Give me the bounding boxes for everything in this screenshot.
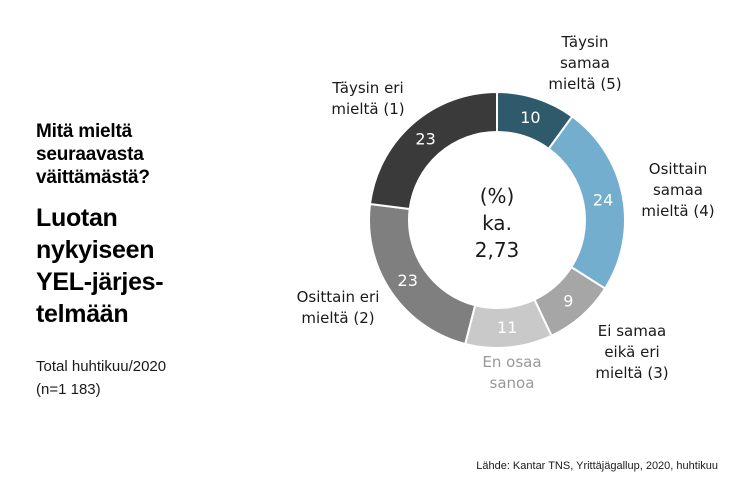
chart-center-label: (%) ka. 2,73 [474, 184, 520, 262]
sample-info: Total huhtikuu/2020 (n=1 183) [36, 358, 167, 398]
segment-label-en-osaa-sanoa: En osaa sanoa [482, 353, 542, 392]
statement-title: Luotan nykyiseen YEL-järjes- telmään [36, 204, 164, 328]
segment-label-osittain-samaa-mielta: Osittain samaa mieltä (4) [641, 160, 715, 220]
segment-value-1: 24 [593, 190, 613, 209]
segment-label-taysin-eri-mielta: Täysin eri mieltä (1) [331, 79, 405, 118]
segment-value-5: 23 [415, 130, 435, 149]
left-text-block: Mitä mieltä seuraavasta väittämästä? Luo… [36, 120, 266, 401]
segment-label-taysin-samaa-mielta: Täysin samaa mieltä (5) [548, 33, 622, 93]
question-title: Mitä mieltä seuraavasta väittämästä? [36, 121, 150, 188]
segment-value-3: 11 [497, 318, 517, 337]
segment-value-4: 23 [398, 271, 418, 290]
segment-label-ei-samaa-eika-eri-mielta: Ei samaa eikä eri mieltä (3) [595, 322, 669, 382]
donut-segment-5 [368, 90, 498, 211]
segment-value-2: 9 [563, 292, 573, 311]
source-note: Lähde: Kantar TNS, Yrittäjägallup, 2020,… [476, 460, 718, 472]
segment-value-0: 10 [520, 108, 540, 127]
segment-label-osittain-eri-mielta: Osittain eri mieltä (2) [296, 288, 380, 327]
